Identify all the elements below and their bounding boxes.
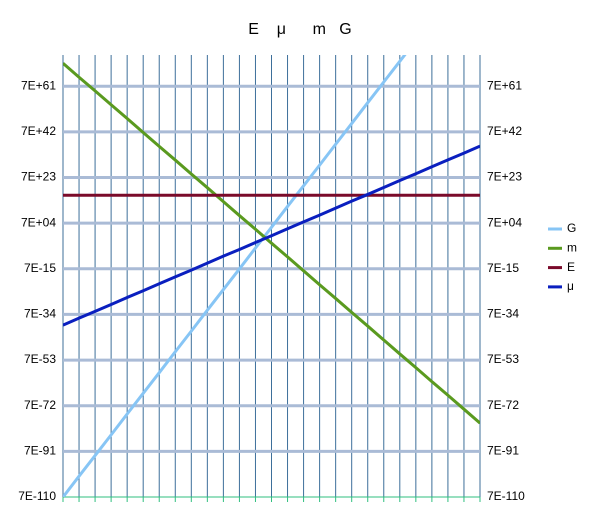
y2-tick-label: 7E-34 [487, 307, 519, 321]
y2-tick-label: 7E-110 [487, 489, 525, 503]
y-tick-label: 7E-53 [24, 352, 56, 366]
y2-tick-label: 7E-53 [487, 352, 519, 366]
y-tick-label: 7E+04 [21, 215, 56, 229]
series-line [63, 62, 480, 425]
series-line [63, 55, 407, 497]
y2-tick-label: 7E-72 [487, 398, 519, 412]
y-tick-label: 7E+61 [21, 78, 56, 92]
legend-label: G [567, 221, 576, 235]
legend-label: E [567, 260, 575, 274]
y2-tick-label: 7E+42 [487, 124, 522, 138]
y2-tick-label: 7E+04 [487, 215, 522, 229]
y2-tick-label: 7E+61 [487, 78, 522, 92]
legend-label: m [567, 240, 577, 254]
series-line [63, 144, 480, 327]
y-tick-label: 7E+23 [21, 170, 56, 184]
y2-tick-label: 7E-15 [487, 261, 519, 275]
y2-tick-label: 7E+23 [487, 170, 522, 184]
y-tick-label: 7E-34 [24, 307, 56, 321]
y2-tick-label: 7E-91 [487, 444, 519, 458]
y-tick-label: 7E-91 [24, 444, 56, 458]
y-tick-label: 7E-110 [18, 489, 56, 503]
y-tick-label: 7E+42 [21, 124, 56, 138]
legend-label: μ [567, 279, 574, 293]
y-tick-label: 7E-15 [24, 261, 56, 275]
chart-title: E μ m G [248, 21, 351, 38]
y-tick-label: 7E-72 [24, 398, 56, 412]
